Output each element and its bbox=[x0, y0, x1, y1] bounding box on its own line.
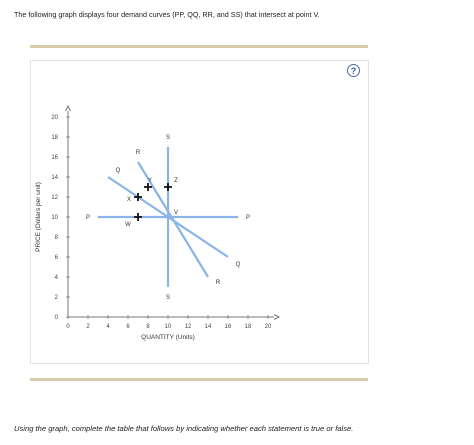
x-tick-label: 12 bbox=[185, 324, 192, 330]
x-tick-label: 8 bbox=[146, 324, 150, 330]
curve-label-p: P bbox=[246, 215, 250, 221]
y-tick-label: 10 bbox=[51, 215, 58, 221]
point-label-x: X bbox=[127, 197, 131, 203]
x-tick-label: 4 bbox=[106, 324, 110, 330]
y-tick-label: 4 bbox=[55, 275, 59, 281]
y-tick-label: 20 bbox=[51, 115, 58, 121]
x-tick-label: 0 bbox=[66, 324, 70, 330]
y-tick-label: 2 bbox=[55, 295, 59, 301]
help-icon[interactable]: ? bbox=[347, 64, 360, 77]
curve-label-s: S bbox=[166, 295, 170, 301]
demand-curve-r bbox=[137, 161, 209, 278]
y-tick-label: 6 bbox=[55, 255, 59, 261]
y-tick-label: 0 bbox=[55, 315, 59, 321]
x-axis-title: QUANTITY (Units) bbox=[141, 334, 195, 341]
bottom-divider bbox=[30, 378, 368, 381]
curve-label-q: Q bbox=[116, 168, 121, 174]
point-marker-x bbox=[134, 193, 142, 201]
curve-label-p: P bbox=[86, 215, 90, 221]
point-marker-y bbox=[144, 183, 152, 191]
curve-label-r: R bbox=[136, 150, 141, 156]
y-tick-label: 8 bbox=[55, 235, 59, 241]
point-label-y: Y bbox=[148, 178, 152, 184]
question-text: The following graph displays four demand… bbox=[14, 10, 320, 19]
x-tick-label: 14 bbox=[205, 324, 212, 330]
y-axis-title: PRICE (Dollars per unit) bbox=[35, 182, 42, 252]
point-marker-w bbox=[134, 213, 142, 221]
point-label-z: Z bbox=[174, 178, 178, 184]
point-label-w: W bbox=[125, 222, 131, 228]
x-tick-label: 6 bbox=[126, 324, 130, 330]
y-tick-label: 18 bbox=[51, 135, 58, 141]
top-divider bbox=[30, 45, 368, 48]
curve-label-q: Q bbox=[236, 262, 241, 268]
x-axis-arrow bbox=[273, 314, 281, 320]
point-marker-z bbox=[164, 183, 172, 191]
x-tick-label: 20 bbox=[265, 324, 272, 330]
graph-panel bbox=[30, 60, 369, 364]
x-tick-label: 2 bbox=[86, 324, 90, 330]
y-axis-arrow bbox=[65, 104, 71, 112]
y-tick-label: 16 bbox=[51, 155, 58, 161]
x-tick-label: 18 bbox=[245, 324, 252, 330]
instruction-text: Using the graph, complete the table that… bbox=[14, 424, 354, 433]
curve-label-r: R bbox=[216, 280, 221, 286]
point-label-v: V bbox=[174, 210, 178, 216]
y-tick-label: 14 bbox=[51, 175, 58, 181]
curve-label-s: S bbox=[166, 135, 170, 141]
x-tick-label: 16 bbox=[225, 324, 232, 330]
x-tick-label: 10 bbox=[165, 324, 172, 330]
y-tick-label: 12 bbox=[51, 195, 58, 201]
